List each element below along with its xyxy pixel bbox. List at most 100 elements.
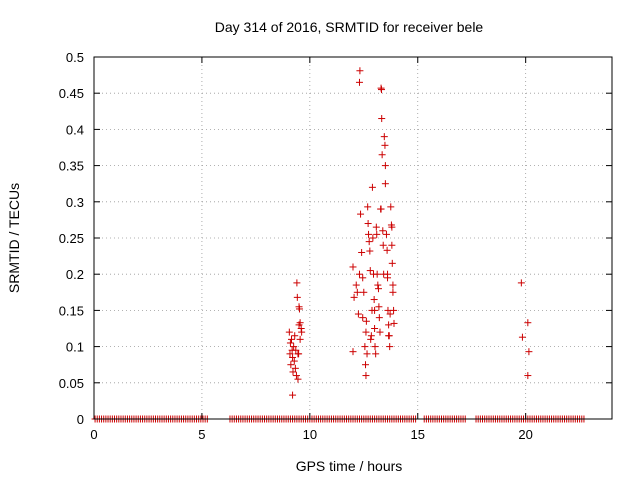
data-point [371, 306, 379, 314]
data-point [285, 328, 293, 336]
data-point [381, 141, 389, 149]
data-point [382, 230, 390, 238]
data-point [376, 328, 384, 336]
data-point [377, 205, 385, 213]
data-point [362, 328, 370, 336]
data-point [388, 241, 396, 249]
data-point [293, 279, 301, 287]
data-point [357, 210, 365, 218]
data-point [294, 375, 302, 383]
data-point [371, 343, 379, 351]
data-point [386, 310, 394, 318]
chart-title: Day 314 of 2016, SRMTID for receiver bel… [215, 19, 484, 35]
data-point [356, 67, 364, 75]
data-point [388, 259, 396, 267]
data-point [349, 263, 357, 271]
data-points [285, 67, 533, 399]
data-point [371, 325, 379, 332]
data-point [375, 314, 383, 322]
data-point [373, 270, 381, 278]
data-point [289, 353, 297, 361]
data-point [379, 241, 387, 249]
data-point [353, 288, 361, 296]
data-point [355, 270, 363, 278]
data-point [365, 230, 373, 238]
x-tick-label: 0 [90, 427, 97, 442]
data-point [359, 274, 367, 282]
data-point [362, 317, 370, 325]
data-point [296, 335, 304, 343]
x-tick-label: 10 [303, 427, 317, 442]
y-tick-label: 0.35 [59, 159, 84, 174]
tick-labels: 0 0.05 0.1 0.15 0.2 0.25 0.3 0.35 0.4 0.45 0.5 0 5 10… [59, 50, 533, 442]
data-point [386, 343, 394, 351]
data-point [349, 348, 357, 356]
data-point [366, 267, 374, 275]
data-point [360, 288, 368, 296]
data-point [368, 183, 376, 191]
data-point [524, 372, 532, 380]
data-point [517, 279, 525, 287]
y-tick-label: 0.25 [59, 231, 84, 246]
data-point [298, 328, 306, 336]
data-point [363, 350, 371, 358]
data-point [378, 151, 386, 159]
data-point [291, 332, 299, 340]
data-point [364, 220, 372, 228]
data-point [374, 281, 382, 289]
data-point [367, 332, 375, 340]
y-tick-label: 0.05 [59, 376, 84, 391]
data-point [387, 203, 395, 211]
data-point [370, 296, 378, 304]
y-tick-label: 0.15 [59, 303, 84, 318]
data-point [377, 86, 385, 94]
data-point [381, 180, 389, 188]
x-axis-label: GPS time / hours [296, 458, 403, 474]
data-point [290, 357, 298, 365]
data-point [389, 281, 397, 289]
data-point [354, 310, 362, 318]
grid-lines [94, 57, 612, 419]
y-axis-label: SRMTID / TECUs [6, 183, 22, 293]
axis-ticks [93, 56, 612, 420]
data-point [287, 335, 295, 343]
data-point [295, 305, 303, 313]
data-point [373, 230, 381, 238]
y-tick-label: 0.2 [66, 267, 84, 282]
data-point [286, 339, 294, 347]
data-point [289, 391, 297, 399]
data-point [292, 372, 300, 380]
data-point [290, 343, 298, 351]
data-point [286, 350, 294, 358]
data-point [289, 368, 297, 376]
data-point [369, 234, 377, 242]
data-point [293, 293, 301, 301]
data-point [390, 319, 398, 327]
data-point [375, 303, 383, 311]
data-point [524, 319, 532, 327]
data-point [359, 314, 367, 322]
data-point [295, 321, 303, 329]
x-tick-label: 15 [411, 427, 425, 442]
data-point [350, 293, 358, 301]
data-point [390, 306, 398, 314]
data-point [381, 162, 389, 170]
data-point [291, 364, 299, 372]
data-point [365, 238, 373, 246]
data-point [287, 361, 295, 369]
data-point [374, 285, 382, 293]
data-point [366, 247, 374, 255]
x-tick-label: 20 [518, 427, 532, 442]
data-point [384, 270, 392, 278]
data-point [388, 223, 396, 231]
data-point [352, 281, 360, 289]
data-point [518, 333, 526, 341]
data-point [380, 133, 388, 141]
data-point [372, 350, 380, 358]
data-point [385, 332, 393, 340]
data-point [358, 248, 366, 256]
data-point [383, 246, 391, 254]
data-point [292, 346, 300, 354]
y-tick-label: 0.4 [66, 122, 84, 137]
